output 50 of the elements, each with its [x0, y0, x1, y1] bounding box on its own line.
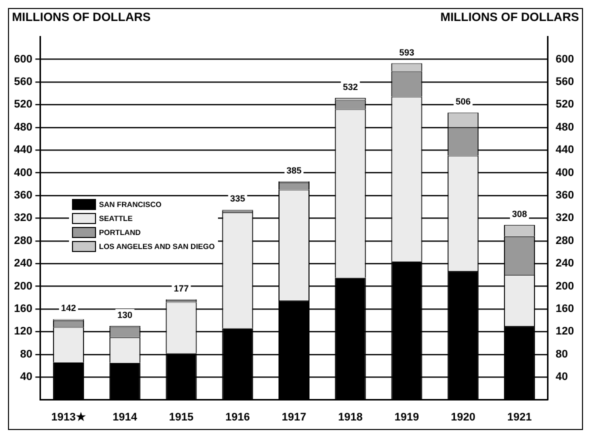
total-label: 130: [117, 310, 132, 320]
x-tick-label: 1917: [282, 411, 306, 424]
x-tick-label: 1920: [450, 411, 476, 424]
x-tick-label: 1918: [338, 411, 363, 424]
y2-tick-label: 80: [556, 348, 568, 360]
y2-tick-label: 160: [556, 303, 574, 316]
y-tick-label: 480: [14, 121, 32, 134]
y-tick-label: 240: [14, 258, 32, 270]
y2-tick-label: 560: [556, 76, 574, 88]
y-tick-label: 120: [14, 326, 32, 338]
y-tick-label: 560: [14, 76, 32, 88]
y2-tick-label: 200: [556, 280, 574, 292]
y-tick-label: 80: [20, 348, 32, 360]
total-label: 506: [456, 96, 471, 107]
y2-tick-label: 600: [556, 53, 574, 66]
y-tick-label: 160: [14, 303, 32, 316]
y-tick-label: 360: [14, 190, 32, 202]
total-label: 308: [512, 208, 527, 219]
y2-tick-label: 280: [556, 234, 574, 247]
x-tick-label: 1916: [225, 411, 250, 424]
y-tick-label: 400: [14, 166, 32, 179]
x-tick-label: 1913★: [51, 411, 86, 424]
total-label: 532: [342, 82, 358, 92]
y-tick-label: 200: [14, 280, 32, 292]
y2-tick-label: 520: [556, 98, 574, 111]
x-tick-label: 1919: [394, 411, 419, 424]
y2-tick-label: 240: [556, 258, 574, 270]
y2-tick-label: 480: [556, 121, 574, 134]
y-axis-title: MILLIONS OF DOLLARS: [12, 10, 151, 26]
total-label: 593: [399, 47, 414, 58]
y2-tick-label: 440: [556, 144, 574, 156]
total-label: 142: [61, 303, 76, 314]
y2-axis-title: MILLIONS OF DOLLARS: [440, 10, 579, 26]
x-tick-label: 1914: [112, 411, 138, 424]
y-tick-label: 280: [14, 234, 32, 247]
y2-tick-label: 400: [556, 166, 574, 179]
x-tick-label: 1921: [507, 411, 532, 424]
y-tick-label: 40: [20, 371, 32, 384]
y-tick-label: 440: [14, 144, 32, 156]
y-tick-label: 600: [14, 53, 32, 66]
total-label: 335: [230, 194, 246, 204]
total-label: 385: [286, 165, 302, 176]
y2-tick-label: 320: [556, 212, 574, 224]
y2-tick-label: 360: [556, 190, 574, 202]
x-tick-label: 1915: [169, 411, 194, 424]
y-tick-label: 520: [14, 98, 32, 111]
y2-tick-label: 40: [556, 371, 568, 384]
y2-tick-label: 120: [556, 326, 574, 338]
total-label: 177: [174, 283, 189, 294]
y-tick-label: 320: [14, 212, 32, 224]
